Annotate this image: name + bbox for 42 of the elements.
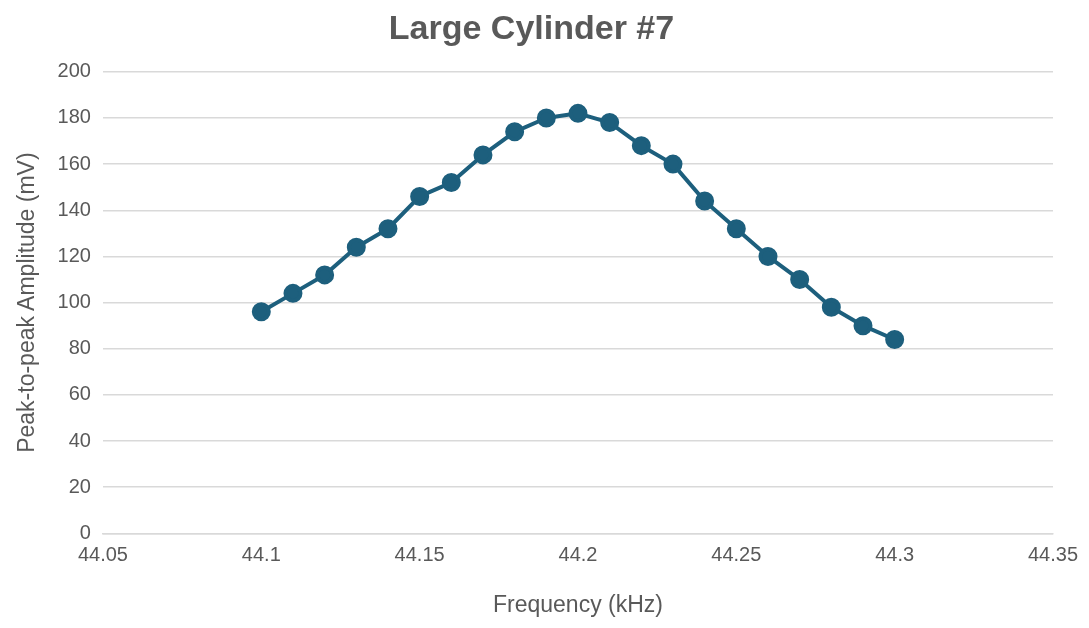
point [695,191,715,211]
point [885,330,905,350]
x-tick-label: 44.25 [711,542,762,565]
point [631,136,651,156]
y-tick-label: 180 [57,105,91,128]
x-tick-label: 44.1 [241,542,281,565]
point [251,302,271,322]
point [663,154,683,174]
point [283,283,303,303]
y-tick-label: 160 [57,151,91,174]
x-tick-label: 44.05 [77,542,128,565]
y-tick-label: 100 [57,290,91,313]
x-tick-label: 44.3 [875,542,915,565]
point [441,173,461,193]
point [536,108,556,128]
point [853,316,873,336]
x-tick-label: 44.35 [1027,542,1079,565]
y-axis-title: Peak-to-peak Amplitude (mV) [13,152,40,453]
point [726,219,746,239]
y-tick-label: 40 [68,428,91,451]
point [568,103,588,123]
point [315,265,335,285]
point [758,246,778,266]
y-tick-label: 0 [79,520,91,543]
y-tick-label: 20 [68,474,91,497]
y-tick-label: 80 [68,336,91,359]
x-tick-label: 44.2 [558,542,598,565]
y-tick-label: 140 [57,197,91,220]
y-tick-label: 200 [57,59,91,82]
point [346,237,366,257]
x-tick-label: 44.15 [394,542,445,565]
y-tick-label: 120 [57,243,91,266]
point [505,122,525,142]
point [821,297,841,317]
point [473,145,493,165]
point [410,186,430,206]
point [378,219,398,239]
x-axis-title: Frequency (kHz) [492,590,663,617]
point [600,113,620,133]
chart-title: Large Cylinder #7 [388,7,675,46]
point [790,270,810,290]
y-tick-label: 60 [68,382,91,405]
